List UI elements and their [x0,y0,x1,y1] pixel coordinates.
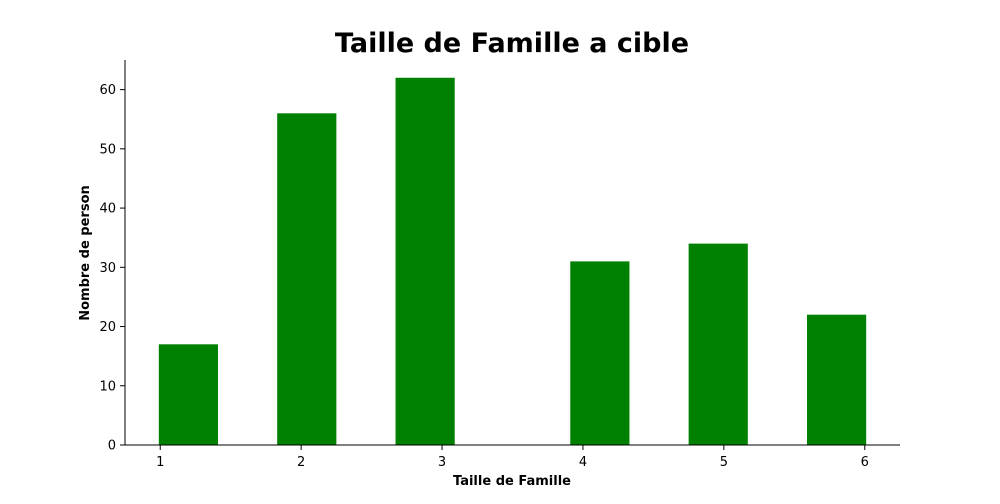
y-tick-label-10: 10 [99,379,116,394]
y-tick-label-50: 50 [99,142,116,157]
bar-5 [688,243,748,445]
x-tick-label-6: 6 [861,455,869,470]
y-tick-label-0: 0 [108,439,116,454]
bar-4 [570,261,630,445]
bar-2 [277,113,337,446]
chart-title: Taille de Famille a cible [335,28,689,59]
y-tick-label-60: 60 [99,83,116,98]
x-tick-label-4: 4 [579,455,587,470]
y-tick-label-40: 40 [99,202,116,217]
bar-1 [158,344,218,445]
x-tick-label-2: 2 [297,455,305,470]
x-axis-title: Taille de Famille [453,474,571,489]
y-tick-label-30: 30 [99,261,116,276]
y-ticks-group: 0 10 20 30 40 50 60 [99,83,125,454]
y-tick-label-20: 20 [99,320,116,335]
x-tick-label-1: 1 [156,455,164,470]
x-tick-label-3: 3 [438,455,446,470]
x-ticks-group: 1 2 3 4 5 6 [156,445,869,470]
axes-group [124,60,900,446]
bar-3 [395,77,455,446]
y-axis-title: Nombre de person [78,185,93,321]
bars-group [158,77,867,446]
bar-6 [807,314,867,445]
x-tick-label-5: 5 [720,455,728,470]
